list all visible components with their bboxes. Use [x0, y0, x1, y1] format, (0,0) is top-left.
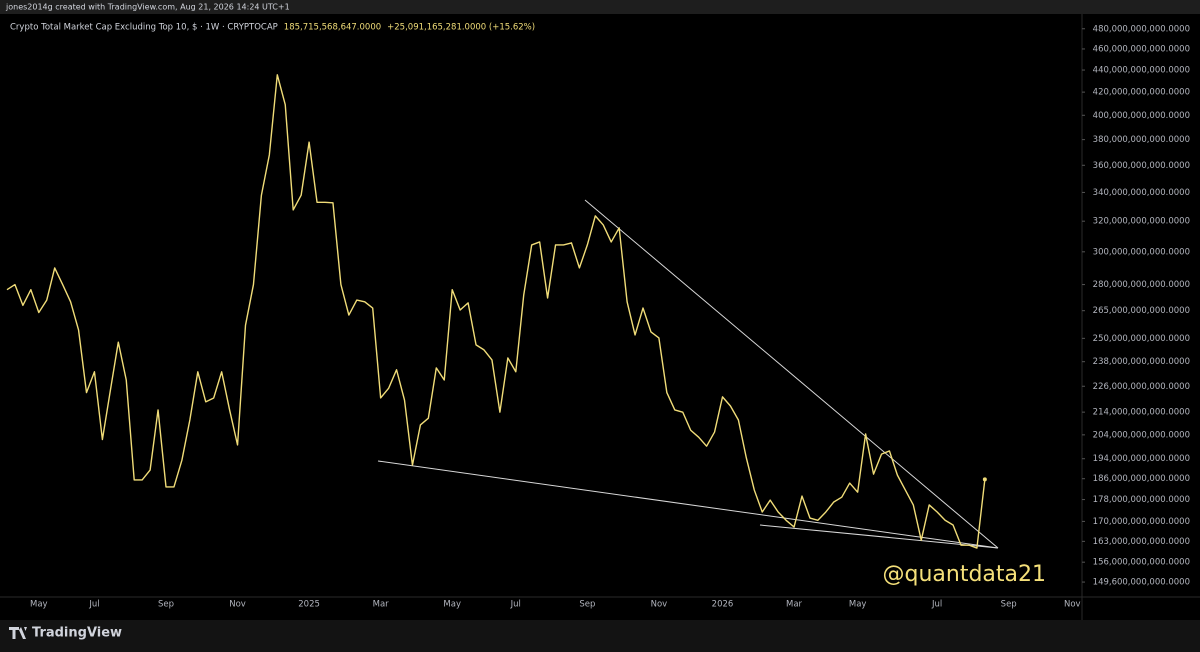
- y-tick-label: 170,000,000,000.0000: [1093, 517, 1190, 527]
- y-tick-label: 163,000,000,000.0000: [1093, 537, 1190, 547]
- y-tick-label: 320,000,000,000.0000: [1093, 217, 1190, 227]
- y-tick-label: 265,000,000,000.0000: [1093, 306, 1190, 316]
- x-tick-label: 2025: [298, 600, 320, 610]
- x-tick-label: Sep: [1001, 600, 1017, 610]
- x-tick-label: Nov: [229, 600, 246, 610]
- credit: jones2014g created with TradingView.com,…: [5, 3, 290, 12]
- y-tick-label: 178,000,000,000.0000: [1093, 495, 1190, 505]
- y-tick-label: 250,000,000,000.0000: [1093, 334, 1190, 344]
- y-tick-label: 380,000,000,000.0000: [1093, 135, 1190, 145]
- y-tick-label: 204,000,000,000.0000: [1093, 430, 1190, 440]
- y-tick-label: 420,000,000,000.0000: [1093, 88, 1190, 98]
- y-tick-label: 360,000,000,000.0000: [1093, 161, 1190, 171]
- y-tick-label: 460,000,000,000.0000: [1093, 44, 1190, 54]
- x-tick-label: Jul: [88, 600, 99, 610]
- trend-line: [584, 199, 999, 549]
- credit-bar: [0, 0, 1200, 14]
- y-tick-label: 194,000,000,000.0000: [1093, 454, 1190, 464]
- price-label: 185,715,568,647.0000: [284, 23, 381, 33]
- x-tick-label: Sep: [158, 600, 174, 610]
- x-tick-label: Jul: [931, 600, 942, 610]
- y-tick-label: 186,000,000,000.0000: [1093, 474, 1190, 484]
- change-label: +25,091,165,281.0000 (+15.62%): [387, 23, 535, 33]
- x-tick-label: Jul: [510, 600, 521, 610]
- y-tick-label: 440,000,000,000.0000: [1093, 66, 1190, 76]
- y-tick-label: 400,000,000,000.0000: [1093, 111, 1190, 121]
- brand: TradingView: [32, 626, 122, 641]
- y-tick-label: 156,000,000,000.0000: [1093, 558, 1190, 568]
- chart-title: Crypto Total Market Cap Excluding Top 10…: [10, 23, 278, 33]
- x-tick-label: May: [443, 600, 461, 610]
- y-tick-label: 280,000,000,000.0000: [1093, 280, 1190, 290]
- x-tick-label: May: [849, 600, 867, 610]
- brand-logo: [9, 627, 27, 639]
- y-tick-label: 340,000,000,000.0000: [1093, 188, 1190, 198]
- y-tick-label: 238,000,000,000.0000: [1093, 357, 1190, 367]
- x-tick-label: Sep: [579, 600, 595, 610]
- y-tick-label: 300,000,000,000.0000: [1093, 247, 1190, 257]
- watermark: @quantdata21: [882, 562, 1046, 587]
- footer: [0, 620, 1200, 652]
- y-tick-label: 226,000,000,000.0000: [1093, 382, 1190, 392]
- x-tick-label: Nov: [1064, 600, 1081, 610]
- trend-line: [759, 524, 999, 549]
- x-tick-label: 2026: [712, 600, 734, 610]
- trend-line: [377, 460, 999, 549]
- x-tick-label: Mar: [373, 600, 390, 610]
- y-tick-label: 214,000,000,000.0000: [1093, 408, 1190, 418]
- x-tick-label: Mar: [786, 600, 803, 610]
- x-tick-label: May: [30, 600, 48, 610]
- y-tick-label: 480,000,000,000.0000: [1093, 24, 1190, 34]
- last-point: [982, 477, 987, 482]
- y-tick-label: 149,600,000,000.0000: [1093, 578, 1190, 588]
- x-tick-label: Nov: [651, 600, 668, 610]
- price-line: [6, 74, 986, 549]
